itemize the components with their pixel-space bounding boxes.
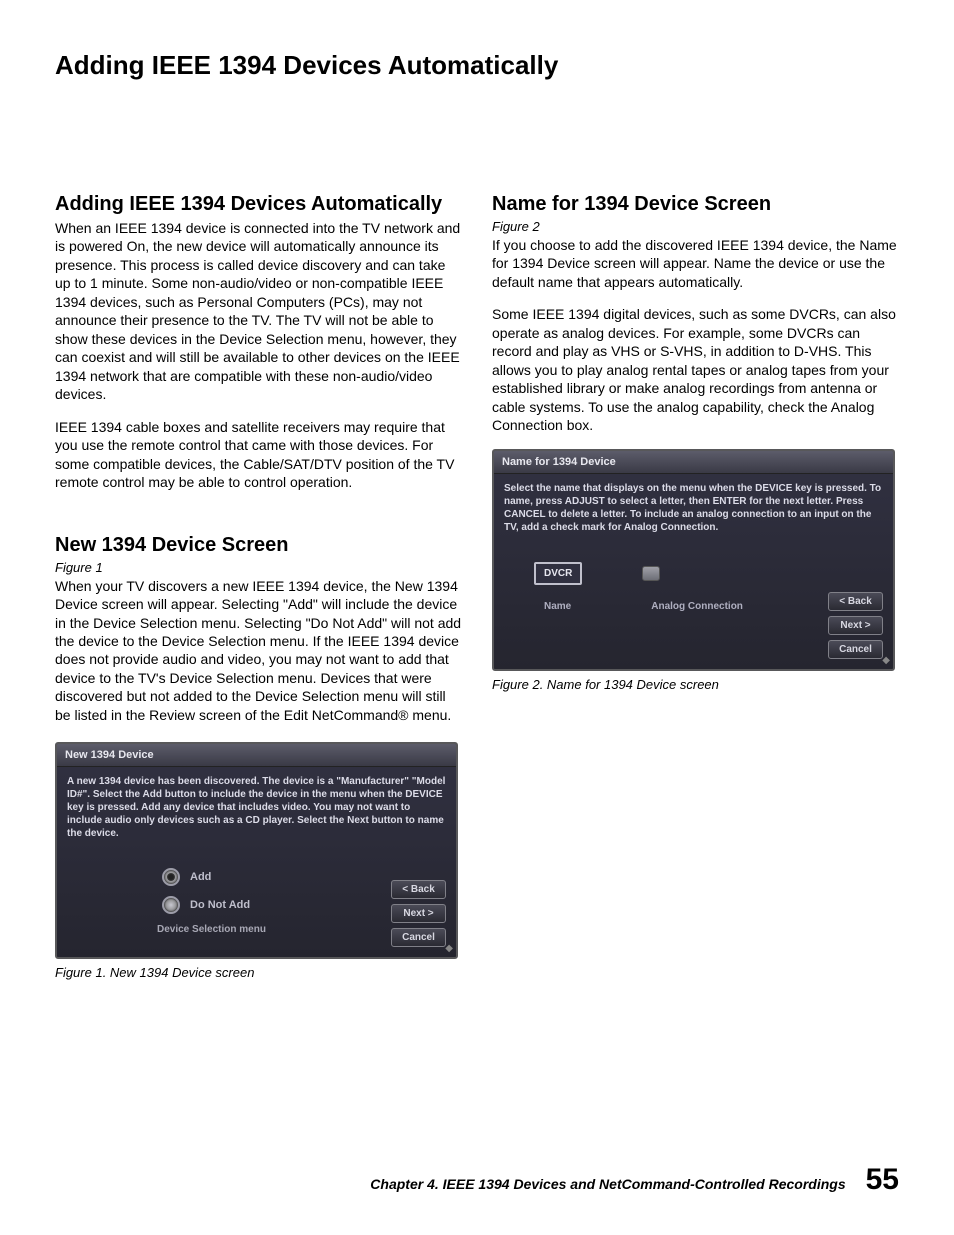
- next-button[interactable]: Next >: [828, 616, 883, 635]
- paragraph: When your TV discovers a new IEEE 1394 d…: [55, 577, 462, 725]
- next-button[interactable]: Next >: [391, 904, 446, 923]
- cancel-button[interactable]: Cancel: [391, 928, 446, 947]
- new-1394-device-dialog: New 1394 Device A new 1394 device has be…: [55, 742, 458, 959]
- back-button[interactable]: < Back: [828, 592, 883, 611]
- page-number: 55: [866, 1163, 899, 1197]
- paragraph: If you choose to add the discovered IEEE…: [492, 236, 899, 291]
- heading-name-device-screen: Name for 1394 Device Screen: [492, 191, 899, 217]
- figure-label: Figure 1: [55, 560, 462, 575]
- paragraph: When an IEEE 1394 device is connected in…: [55, 219, 462, 404]
- analog-connection-label: Analog Connection: [651, 601, 743, 612]
- name-for-1394-device-dialog: Name for 1394 Device Select the name tha…: [492, 449, 895, 671]
- logo-icon: ◆: [882, 655, 890, 666]
- figure-caption: Figure 2. Name for 1394 Device screen: [492, 677, 899, 692]
- logo-icon: ◆: [445, 943, 453, 954]
- radio-label: Do Not Add: [190, 899, 250, 911]
- name-label: Name: [544, 601, 571, 612]
- radio-selected-icon: [162, 868, 180, 886]
- figure-label: Figure 2: [492, 219, 899, 234]
- page-title: Adding IEEE 1394 Devices Automatically: [55, 50, 899, 81]
- figure-caption: Figure 1. New 1394 Device screen: [55, 965, 462, 980]
- left-column: Adding IEEE 1394 Devices Automatically W…: [55, 191, 462, 980]
- chapter-label: Chapter 4. IEEE 1394 Devices and NetComm…: [55, 1176, 846, 1192]
- heading-adding-devices: Adding IEEE 1394 Devices Automatically: [55, 191, 462, 217]
- radio-icon: [162, 896, 180, 914]
- cancel-button[interactable]: Cancel: [828, 640, 883, 659]
- page-footer: Chapter 4. IEEE 1394 Devices and NetComm…: [55, 1163, 899, 1197]
- dialog-title: New 1394 Device: [57, 744, 456, 767]
- dialog-instructions: A new 1394 device has been discovered. T…: [67, 775, 446, 840]
- paragraph: IEEE 1394 cable boxes and satellite rece…: [55, 418, 462, 492]
- dialog-title: Name for 1394 Device: [494, 451, 893, 474]
- right-column: Name for 1394 Device Screen Figure 2 If …: [492, 191, 899, 980]
- dialog-instructions: Select the name that displays on the men…: [504, 482, 883, 534]
- radio-label: Add: [190, 871, 211, 883]
- back-button[interactable]: < Back: [391, 880, 446, 899]
- device-name-input[interactable]: DVCR: [534, 562, 582, 585]
- analog-connection-checkbox[interactable]: [642, 566, 660, 581]
- heading-new-device-screen: New 1394 Device Screen: [55, 532, 462, 558]
- paragraph: Some IEEE 1394 digital devices, such as …: [492, 305, 899, 434]
